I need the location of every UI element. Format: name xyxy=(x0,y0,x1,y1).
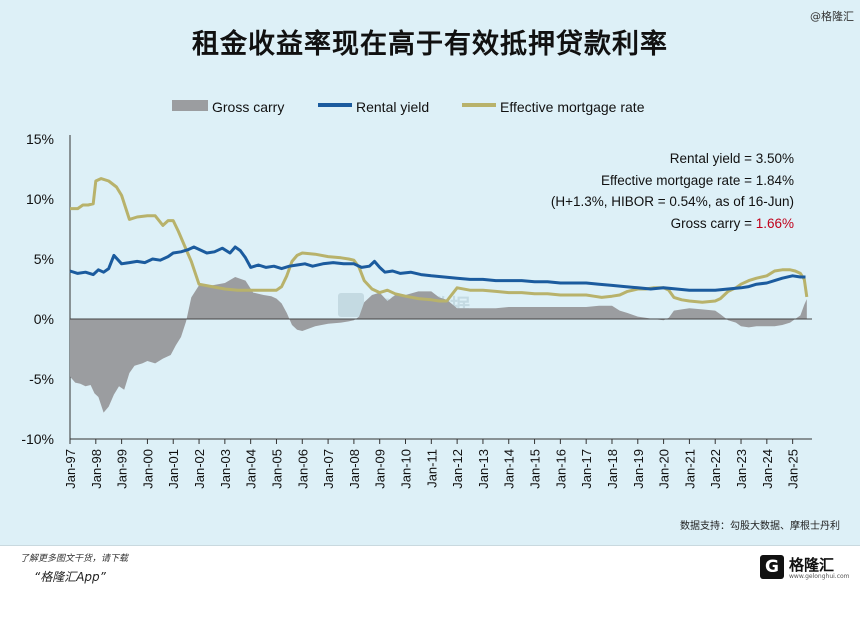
annotation-rental-yield: Rental yield = 3.50% xyxy=(670,151,794,166)
legend-label-rental-yield: Rental yield xyxy=(356,99,429,115)
brand-name: 格隆汇 xyxy=(789,556,835,574)
brand-url: www.gelonghui.com xyxy=(789,573,850,580)
annotation-gross-carry: Gross carry = 1.66% xyxy=(671,216,794,231)
x-tick-label: Jan-98 xyxy=(89,449,104,489)
brand-logo-icon: G xyxy=(760,555,784,579)
annotation-gross-carry-value: 1.66% xyxy=(756,216,794,231)
x-tick-label: Jan-00 xyxy=(140,449,155,489)
x-tick-label: Jan-99 xyxy=(115,449,130,489)
x-tick-label: Jan-97 xyxy=(63,449,78,489)
watermark-logo-icon xyxy=(338,293,364,317)
x-tick-label: Jan-10 xyxy=(399,449,414,489)
legend-label-gross-carry: Gross carry xyxy=(212,99,284,115)
y-tick-label: 5% xyxy=(34,251,54,267)
x-tick-label: Jan-16 xyxy=(553,449,568,489)
x-tick-label: Jan-05 xyxy=(269,449,284,489)
x-tick-label: Jan-25 xyxy=(786,449,801,489)
source-note: 数据支持：勾股大数据、摩根士丹利 xyxy=(680,521,840,532)
chart-panel xyxy=(0,0,860,545)
brand-logo[interactable]: G 格隆汇 www.gelonghui.com xyxy=(760,553,850,583)
x-tick-label: Jan-15 xyxy=(528,449,543,489)
annotation-box: Rental yield = 3.50% Effective mortgage … xyxy=(551,151,794,231)
x-tick-label: Jan-18 xyxy=(605,449,620,489)
rental-yield-chart: 勾股大数据 Gross carry Rental yield Effective… xyxy=(21,99,812,489)
y-tick-label: 15% xyxy=(26,131,54,147)
y-tick-label: 0% xyxy=(34,311,54,327)
y-axis: -10% -5% 0% 5% 10% 15% xyxy=(21,131,71,447)
promo-line-1: 了解更多图文干货，请下载 xyxy=(20,554,129,564)
x-tick-label: Jan-19 xyxy=(631,449,646,489)
x-axis: Jan-97 Jan-98 Jan-99 Jan-00 Jan-01 Jan-02 Jan-… xyxy=(63,438,812,489)
corner-tag: @格隆汇 xyxy=(810,10,854,23)
x-tick-label: Jan-06 xyxy=(295,449,310,489)
legend-label-mortgage: Effective mortgage rate xyxy=(500,99,645,115)
x-tick-label: Jan-04 xyxy=(244,449,259,489)
y-tick-label: -5% xyxy=(29,371,54,387)
footer-divider xyxy=(0,545,860,546)
promo-line-2: “格隆汇App” xyxy=(34,570,106,584)
x-tick-label: Jan-08 xyxy=(347,449,362,489)
x-tick-label: Jan-12 xyxy=(450,449,465,489)
x-tick-label: Jan-02 xyxy=(192,449,207,489)
x-tick-label: Jan-24 xyxy=(760,449,775,489)
plot-area xyxy=(69,177,812,413)
legend-swatch-gross-carry xyxy=(172,100,208,111)
y-tick-label: -10% xyxy=(21,431,54,447)
x-tick-label: Jan-20 xyxy=(657,449,672,489)
annotation-hibor: (H+1.3%, HIBOR = 0.54%, as of 16-Jun) xyxy=(551,194,794,209)
annotation-mortgage-rate: Effective mortgage rate = 1.84% xyxy=(601,173,794,188)
x-tick-label: Jan-01 xyxy=(166,449,181,489)
x-tick-label: Jan-11 xyxy=(424,449,439,488)
x-tick-label: Jan-17 xyxy=(579,449,594,489)
x-tick-label: Jan-23 xyxy=(734,449,749,489)
y-tick-label: 10% xyxy=(26,191,54,207)
x-tick-label: Jan-14 xyxy=(502,449,517,489)
x-tick-label: Jan-21 xyxy=(682,449,697,489)
legend: Gross carry Rental yield Effective mortg… xyxy=(172,99,645,115)
x-tick-label: Jan-07 xyxy=(321,449,336,489)
annotation-gross-carry-label: Gross carry = xyxy=(671,216,756,231)
mortgage-rate-line xyxy=(70,177,809,304)
page-title: 租金收益率现在高于有效抵押贷款利率 xyxy=(192,29,668,60)
x-tick-label: Jan-13 xyxy=(476,449,491,489)
x-tick-label: Jan-09 xyxy=(373,449,388,489)
x-tick-label: Jan-22 xyxy=(708,449,723,489)
gross-carry-area xyxy=(70,277,807,413)
x-tick-label: Jan-03 xyxy=(218,449,233,489)
rental-yield-line xyxy=(69,245,806,292)
